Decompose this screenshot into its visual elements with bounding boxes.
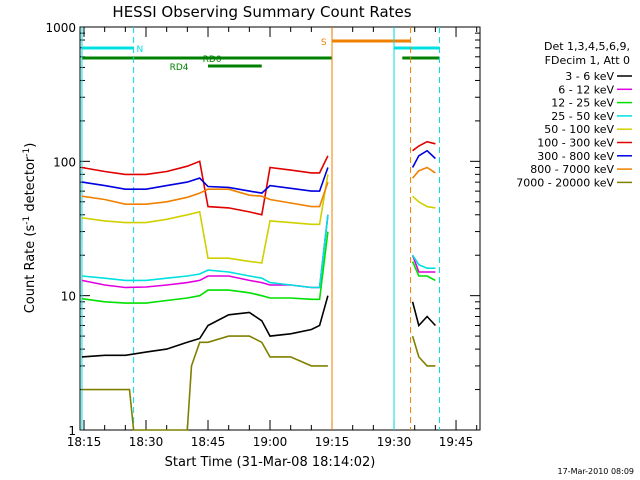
legend-entry-label: 3 - 6 keV	[565, 70, 614, 83]
count-rate-series	[81, 140, 436, 431]
y-axis-label-sup2: -1	[22, 148, 32, 157]
series-line	[81, 149, 436, 194]
legend-entry-label: 50 - 100 keV	[544, 123, 614, 136]
plot-frame	[79, 26, 481, 431]
x-tick-label: 19:00	[253, 435, 288, 449]
event-markers	[81, 27, 440, 430]
legend-entry-label: 300 - 800 keV	[537, 150, 614, 163]
series-line	[81, 214, 436, 289]
state-label-rd4: RD4	[170, 63, 189, 73]
y-tick-label: 10	[61, 290, 76, 304]
series-line	[81, 231, 436, 304]
series-line	[81, 140, 436, 216]
footer-timestamp: 17-Mar-2010 08:09	[558, 467, 635, 476]
x-axis-label: Start Time (31-Mar-08 18:14:02)	[165, 455, 376, 470]
y-axis-label-part2: detector	[23, 156, 38, 216]
legend-entry-label: 6 - 12 keV	[558, 83, 614, 96]
legend: Det 1,3,4,5,6,9, FDecim 1, Att 0 3 - 6 k…	[516, 40, 632, 189]
series-line	[81, 214, 436, 289]
chart-title: HESSI Observing Summary Count Rates	[112, 3, 411, 21]
y-tick-label: 1	[68, 424, 76, 438]
legend-entry-label: 800 - 7000 keV	[530, 163, 614, 176]
x-tick-label: 18:45	[191, 435, 226, 449]
x-tick-label: 19:30	[377, 435, 412, 449]
series-line	[81, 174, 436, 264]
state-label-rd0: RD0	[203, 55, 222, 65]
legend-header-line2: FDecim 1, Att 0	[545, 54, 630, 67]
x-tick-label: 18:30	[129, 435, 164, 449]
state-label-s: S	[321, 38, 327, 48]
series-line	[81, 335, 436, 431]
y-tick-label: 1000	[45, 21, 76, 35]
legend-entry-label: 100 - 300 keV	[537, 137, 614, 150]
legend-header-line1: Det 1,3,4,5,6,9,	[544, 40, 630, 53]
legend-entry-label: 12 - 25 keV	[551, 97, 614, 110]
series-line	[81, 295, 436, 358]
legend-entry-label: 25 - 50 keV	[551, 110, 614, 123]
x-tick-label: 18:15	[67, 435, 102, 449]
y-axis-label-part1: Count Rate (s	[23, 225, 38, 314]
y-axis-label: Count Rate (s-1 detector-1)	[22, 143, 38, 314]
x-tick-label: 19:15	[315, 435, 350, 449]
y-axis-label-sup1: -1	[22, 216, 32, 225]
state-label-n: N	[136, 45, 143, 55]
y-axis-label-part3: )	[23, 143, 38, 148]
legend-entry-label: 7000 - 20000 keV	[516, 176, 614, 189]
x-tick-label: 19:45	[439, 435, 474, 449]
series-line	[81, 166, 436, 208]
instrument-state-bars: N S RD0 RD4	[81, 38, 440, 73]
axis-ticks: 18:15 18:30 18:45 19:00 19:15 19:30 19:45 1 10 10…	[45, 21, 480, 449]
y-tick-label: 100	[53, 155, 76, 169]
